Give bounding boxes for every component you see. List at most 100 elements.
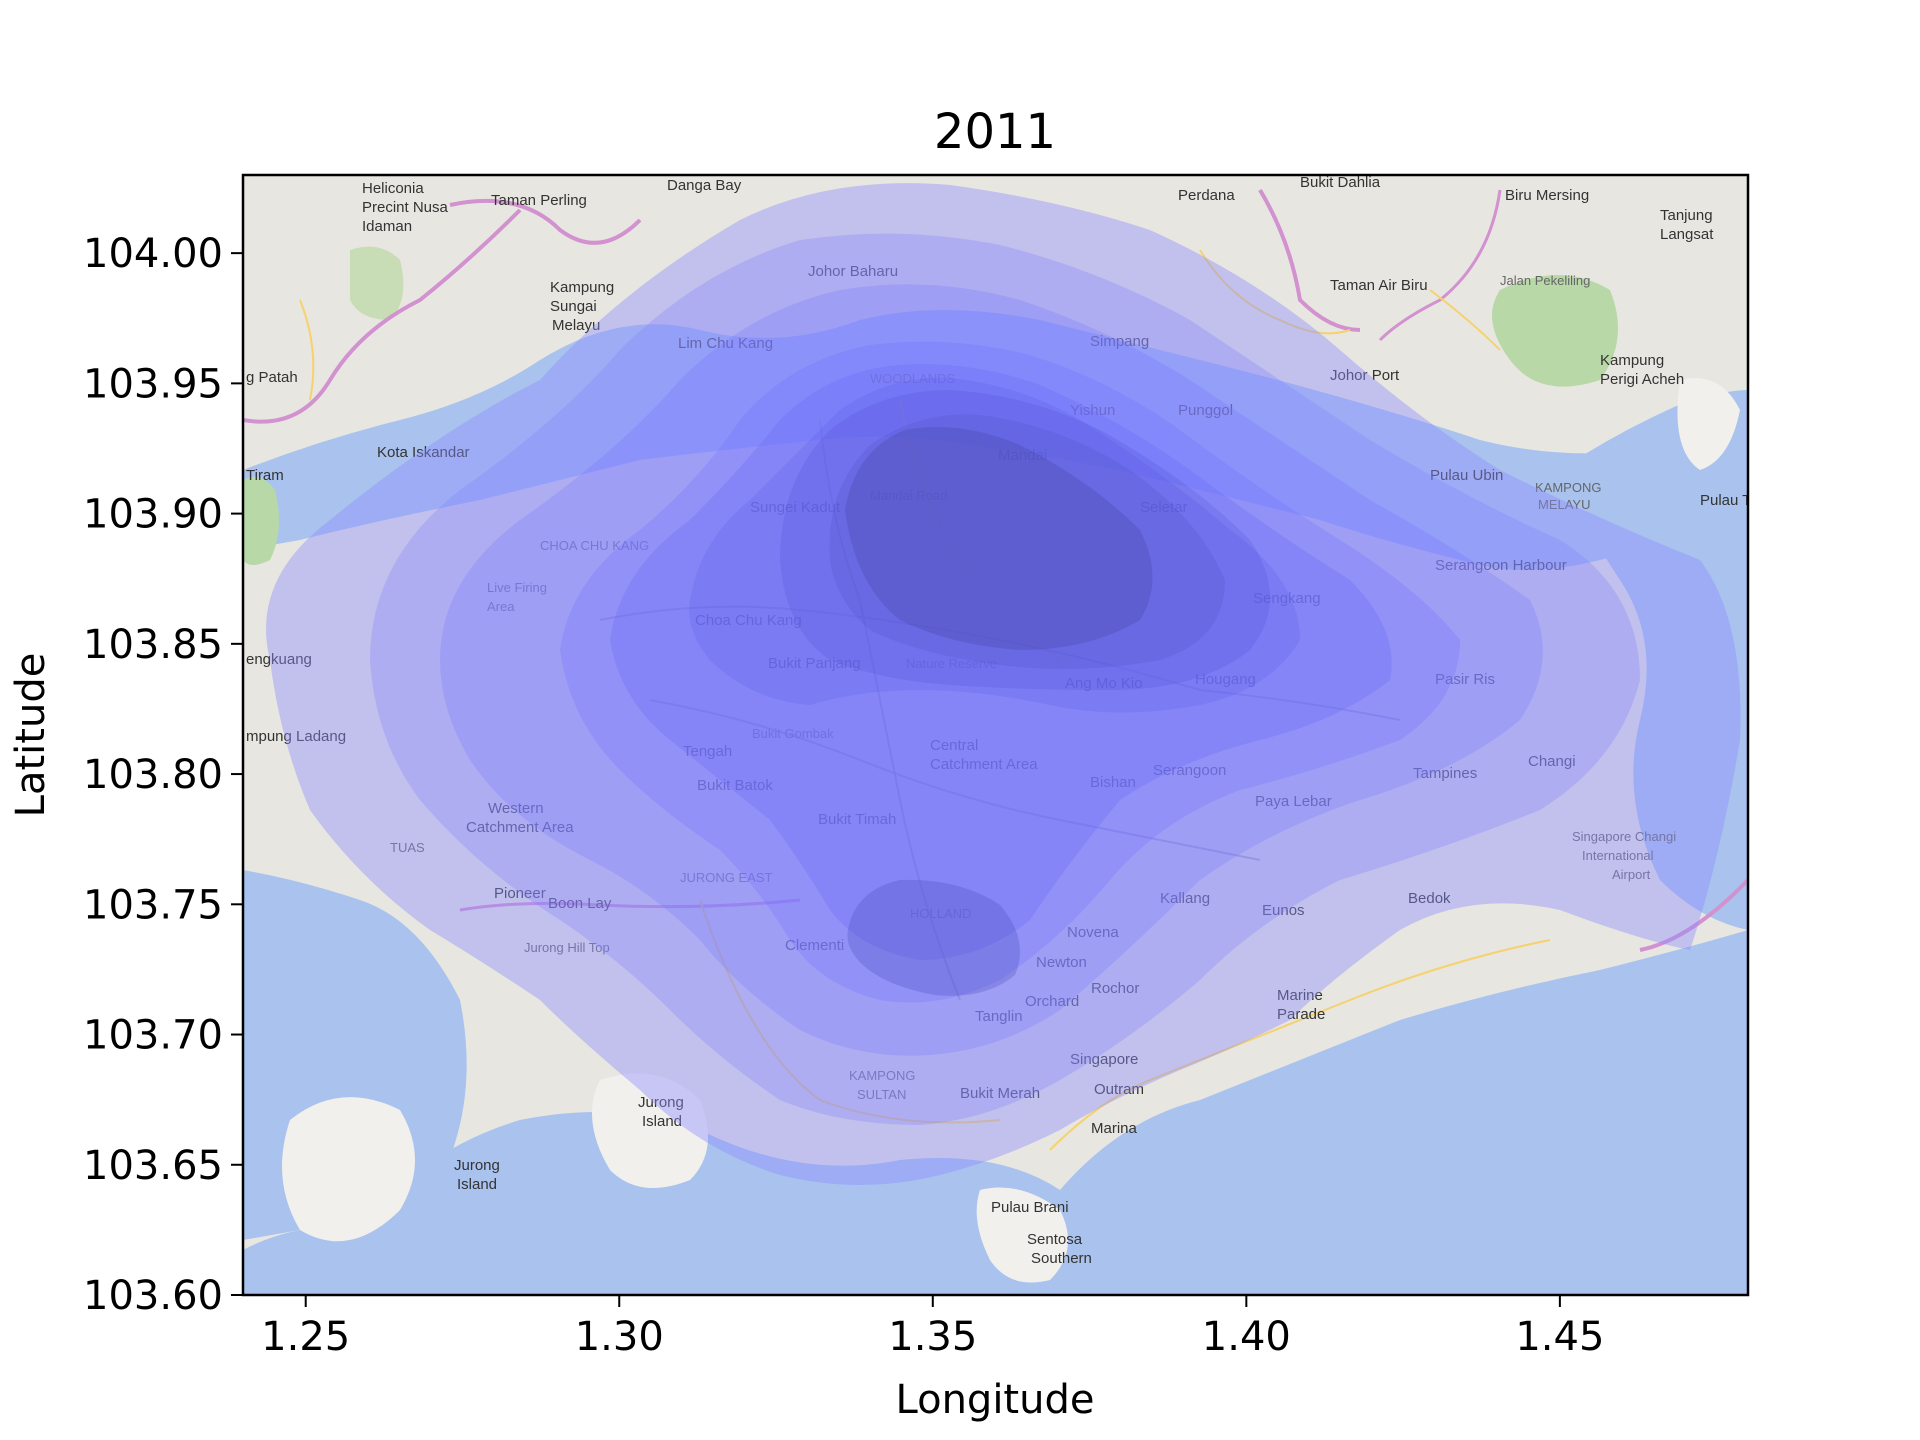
- x-tick-label: 1.40: [1202, 1314, 1291, 1360]
- map-label: Bukit Timah: [818, 811, 896, 828]
- y-tick-label: 103.95: [83, 361, 223, 407]
- y-tick-label: 104.00: [83, 231, 223, 277]
- map-label: Langsat: [1660, 226, 1714, 243]
- map-label: HOLLAND: [910, 906, 971, 921]
- map-label: Pulau T: [1700, 492, 1751, 509]
- map-label: Simpang: [1090, 333, 1149, 350]
- map-label: Precint Nusa: [362, 199, 449, 216]
- map-label: WOODLANDS: [870, 371, 956, 386]
- y-axis-label: Latitude: [8, 653, 54, 818]
- map-label: MELAYU: [1538, 497, 1591, 512]
- map-label: Taman Air Biru: [1330, 277, 1428, 294]
- plot-area[interactable]: Heliconia Precint Nusa Idaman Taman Perl…: [243, 174, 1751, 1295]
- map-label: Bukit Batok: [697, 777, 773, 794]
- map-label: Tiram: [246, 467, 284, 484]
- map-label: Serangoon: [1153, 762, 1226, 779]
- map-label: Pulau Brani: [991, 1199, 1069, 1216]
- map-label: Melayu: [552, 317, 600, 334]
- map-label: JURONG EAST: [680, 870, 773, 885]
- map-label: Eunos: [1262, 902, 1305, 919]
- map-label: Taman Perling: [491, 192, 587, 209]
- map-label: Sungai: [550, 298, 597, 315]
- map-label: Perigi Acheh: [1600, 371, 1684, 388]
- map-label: Pasir Ris: [1435, 671, 1495, 688]
- y-tick-label: 103.85: [83, 622, 223, 668]
- y-tick-label: 103.70: [83, 1013, 223, 1059]
- map-label: Catchment Area: [930, 756, 1038, 773]
- map-label: Area: [487, 599, 515, 614]
- map-label: Airport: [1612, 867, 1651, 882]
- x-tick-label: 1.35: [888, 1314, 977, 1360]
- map-label: Nature Reserve: [906, 656, 997, 671]
- map-label: Bukit Merah: [960, 1085, 1040, 1102]
- map-label: Johor Port: [1330, 367, 1400, 384]
- map-label: Danga Bay: [667, 177, 742, 194]
- map-label: KAMPONG: [849, 1068, 915, 1083]
- map-label: Southern: [1031, 1250, 1092, 1267]
- map-label: Pioneer: [494, 885, 546, 902]
- map-label: Island: [642, 1113, 682, 1130]
- map-label: Sengkang: [1253, 590, 1321, 607]
- map-label: Tanglin: [975, 1008, 1023, 1025]
- map-label: KAMPONG: [1535, 480, 1601, 495]
- axes-frame: [241, 173, 1750, 1297]
- map-label: Island: [457, 1176, 497, 1193]
- map-label: Hougang: [1195, 671, 1256, 688]
- map-label: Kallang: [1160, 890, 1210, 907]
- map-label: Orchard: [1025, 993, 1079, 1010]
- map-label: Tanjung: [1660, 207, 1713, 224]
- map-label: Jurong: [638, 1094, 684, 1111]
- map-label: International: [1582, 848, 1654, 863]
- x-tick-label: 1.45: [1515, 1314, 1604, 1360]
- map-label: Marina: [1091, 1120, 1138, 1137]
- contour-secondary-peak: [847, 879, 1020, 996]
- contour-level-5: [610, 364, 1392, 961]
- map-label: Rochor: [1091, 980, 1139, 997]
- map-label: Mandai Road: [870, 488, 947, 503]
- map-label: Clementi: [785, 937, 844, 954]
- map-label: TUAS: [390, 840, 425, 855]
- map-label: Novena: [1067, 924, 1119, 941]
- contour-level-3: [440, 284, 1543, 1056]
- chart-title: 2011: [934, 104, 1056, 160]
- density-contours: [266, 183, 1741, 1185]
- y-axis: 103.60 103.65 103.70 103.75 103.80 103.85 103.…: [83, 231, 243, 1319]
- map-label: Pulau Ubin: [1430, 467, 1503, 484]
- map-background: Heliconia Precint Nusa Idaman Taman Perl…: [243, 174, 1751, 1295]
- map-label: Paya Lebar: [1255, 793, 1332, 810]
- map-label: Punggol: [1178, 402, 1233, 419]
- x-tick-label: 1.25: [261, 1314, 350, 1360]
- y-tick-label: 103.80: [83, 752, 223, 798]
- map-label: Outram: [1094, 1081, 1144, 1098]
- x-tick-label: 1.30: [575, 1314, 664, 1360]
- map-label: Sentosa: [1027, 1231, 1083, 1248]
- map-label: Bukit Dahlia: [1300, 174, 1381, 191]
- map-label: Heliconia: [362, 180, 424, 197]
- map-label: SULTAN: [857, 1087, 906, 1102]
- map-label: Yishun: [1070, 402, 1115, 419]
- map-label: Parade: [1277, 1006, 1325, 1023]
- map-label: Singapore: [1070, 1051, 1138, 1068]
- x-axis-label: Longitude: [896, 1377, 1095, 1423]
- map-label: Changi: [1528, 753, 1576, 770]
- y-tick-label: 103.60: [83, 1273, 223, 1319]
- map-label: Perdana: [1178, 187, 1235, 204]
- map-label: Jurong Hill Top: [524, 940, 610, 955]
- contour-level-6: [689, 377, 1300, 713]
- contour-level-2: [370, 233, 1640, 1126]
- map-label: engkuang: [246, 651, 312, 668]
- contour-level-4: [560, 341, 1460, 1003]
- map-label: Western: [488, 800, 544, 817]
- map-label: Tampines: [1413, 765, 1477, 782]
- map-label: Idaman: [362, 218, 412, 235]
- map-label: mpung Ladang: [246, 728, 346, 745]
- map-label: Sungei Kadut: [750, 499, 841, 516]
- map-label: Bukit Panjang: [768, 655, 861, 672]
- map-label: Ang Mo Kio: [1065, 675, 1143, 692]
- map-label: Johor Baharu: [808, 263, 898, 280]
- map-label: Bedok: [1408, 890, 1451, 907]
- y-tick-label: 103.65: [83, 1143, 223, 1189]
- contour-level-8: [829, 414, 1225, 669]
- y-tick-label: 103.90: [83, 492, 223, 538]
